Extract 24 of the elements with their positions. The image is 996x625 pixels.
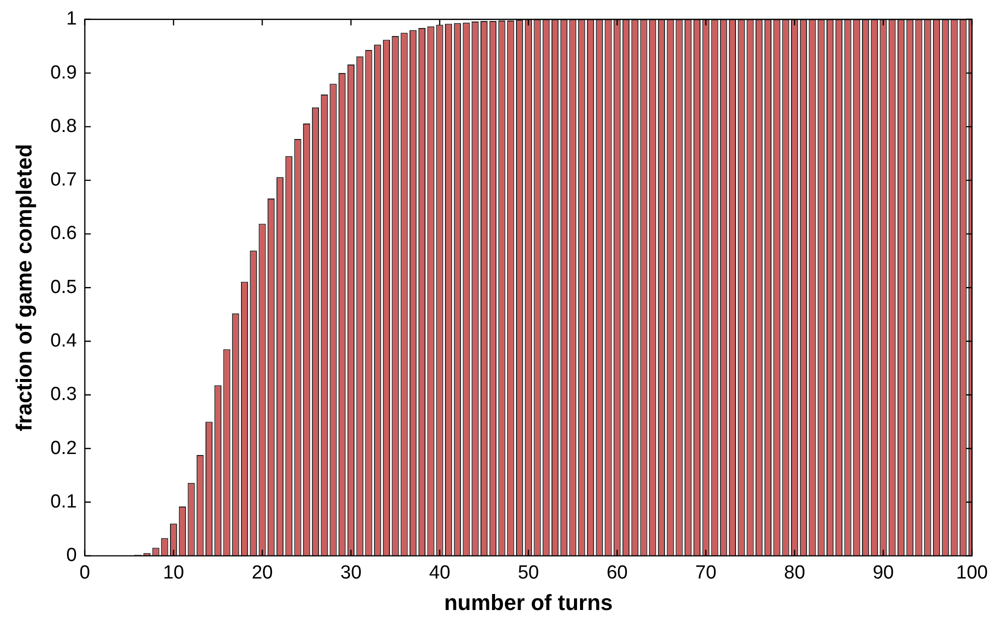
x-tick-label: 10	[162, 562, 184, 584]
x-tick-label: 80	[784, 562, 806, 584]
y-tick-label: 0.5	[50, 276, 77, 298]
x-axis-title: number of turns	[444, 590, 613, 615]
x-tick-label: 20	[252, 562, 273, 584]
y-tick-label: 0.8	[50, 116, 77, 137]
y-axis-title: fraction of game completed	[11, 144, 36, 432]
y-tick-label: 0.4	[50, 330, 78, 352]
x-tick-label: 60	[606, 562, 628, 584]
y-tick-label: 0.7	[50, 170, 77, 191]
y-tick-label: 0.6	[50, 223, 77, 244]
x-tick-label: 40	[429, 562, 450, 584]
x-tick-label: 30	[340, 562, 362, 584]
x-tick-label: 90	[872, 562, 894, 584]
y-tick-label: 0.9	[50, 62, 77, 84]
y-tick-label: 0.2	[50, 438, 77, 459]
y-tick-label: 1	[66, 8, 77, 30]
x-tick-label: 100	[956, 562, 988, 584]
x-tick-label: 0	[80, 562, 90, 584]
y-tick-label: 0	[66, 545, 77, 566]
y-tick-label: 0.1	[50, 491, 77, 512]
y-tick-label: 0.3	[50, 384, 77, 406]
x-tick-label: 50	[518, 562, 539, 584]
x-tick-label: 70	[695, 562, 716, 584]
